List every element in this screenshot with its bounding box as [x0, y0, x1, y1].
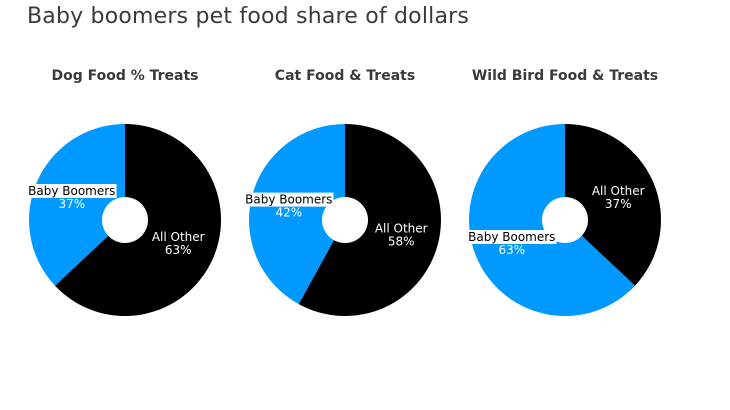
donut-hole — [322, 197, 368, 243]
slice-name-label: All Other — [592, 184, 645, 198]
slice-value-label: 63% — [165, 243, 192, 257]
chart-wild-bird-food: Wild Bird Food & Treats All Other 37% Baby… — [455, 60, 675, 330]
chart-cat-food: Cat Food & Treats All Other 58% Baby Boome… — [235, 60, 455, 330]
chart-dog-food: Dog Food % Treats All Other 63% Baby Boome… — [15, 60, 235, 330]
pie-slice-all-other — [298, 124, 441, 316]
pie-slice-all-other — [565, 124, 662, 286]
slice-name-label: Baby Boomers — [468, 230, 555, 244]
page-title: Baby boomers pet food share of dollars — [27, 4, 470, 29]
label-highlight — [27, 184, 117, 198]
label-highlight — [244, 192, 334, 207]
pie-slice-baby-boomers — [28, 124, 126, 286]
slice-value-label: 63% — [498, 243, 525, 257]
chart-title: Cat Food & Treats — [274, 68, 416, 84]
slice-name-label: Baby Boomers — [245, 193, 332, 207]
slice-name-label: All Other — [152, 230, 205, 244]
pie-slice-baby-boomers — [248, 124, 345, 305]
donut-hole — [102, 197, 148, 243]
slice-value-label: 37% — [605, 197, 632, 211]
chart-title: Dog Food % Treats — [51, 68, 199, 84]
slice-value-label: 42% — [275, 206, 302, 220]
label-highlight — [467, 230, 557, 244]
slice-name-label: All Other — [375, 221, 428, 235]
chart-title: Wild Bird Food & Treats — [471, 68, 659, 84]
slice-value-label: 37% — [58, 197, 85, 211]
slice-name-label: Baby Boomers — [28, 184, 115, 198]
slice-value-label: 58% — [388, 234, 415, 248]
